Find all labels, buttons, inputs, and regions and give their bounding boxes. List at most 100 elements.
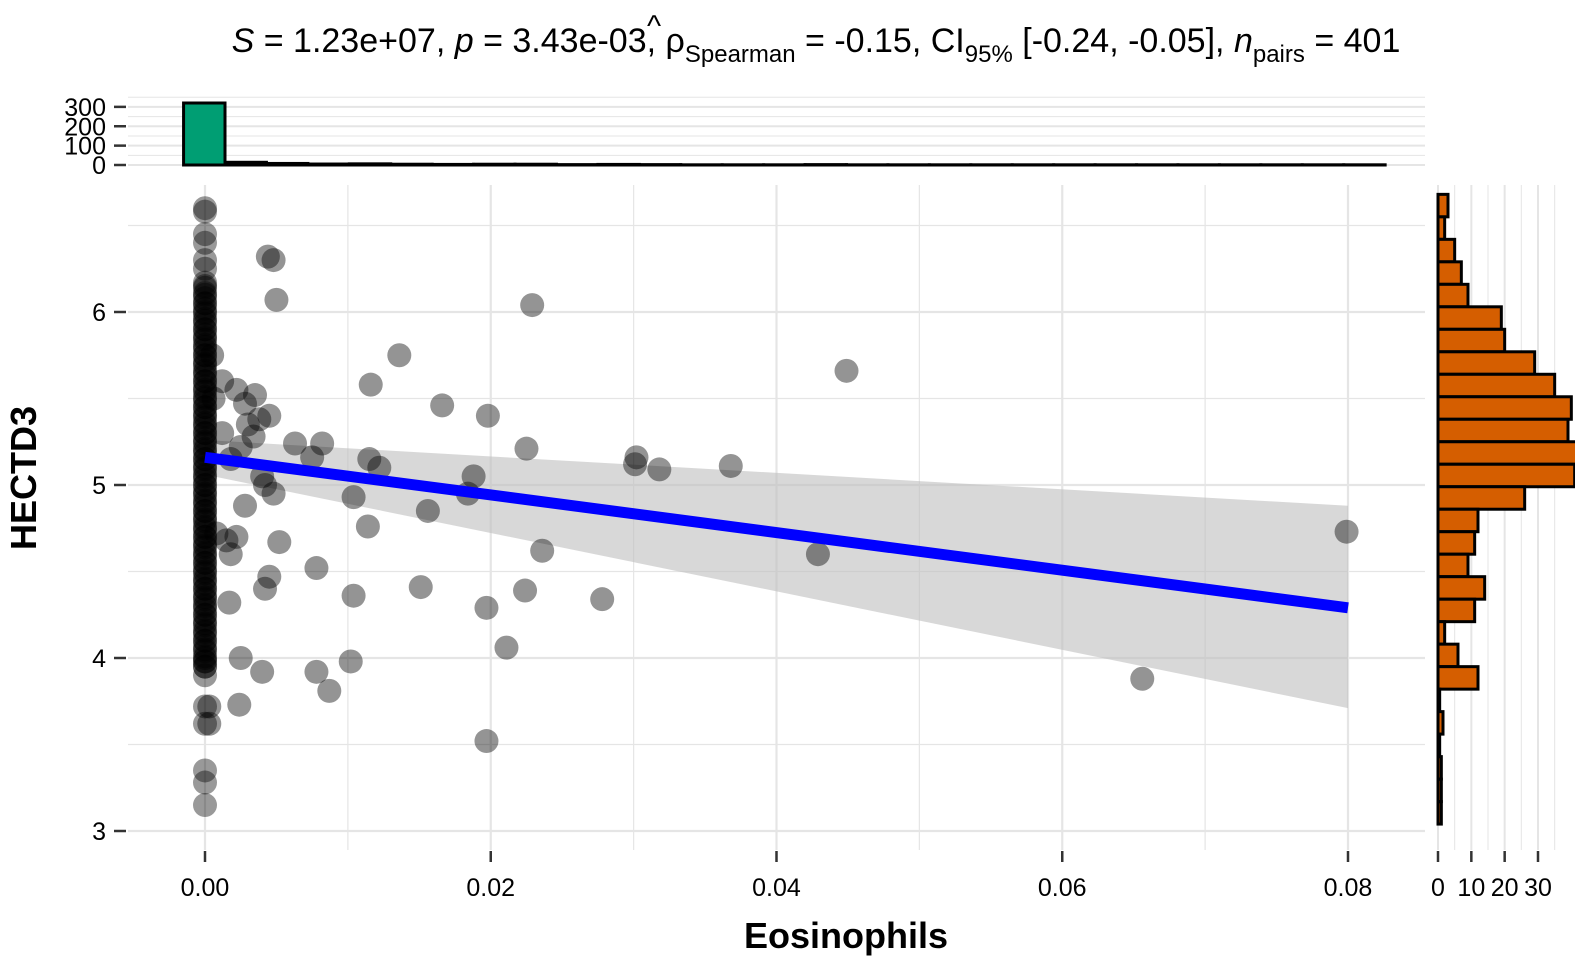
data-point [193,410,217,435]
data-point [494,635,519,660]
data-point [193,711,217,736]
data-point [233,391,258,416]
data-point [193,312,217,337]
stat-n: 401 [1344,22,1401,60]
data-point [201,386,226,411]
data-point [193,533,217,558]
right-hist-bar [1436,530,1477,556]
data-point [338,649,363,674]
right-hist-bar [1436,800,1443,826]
right-hist-bar [1436,192,1450,219]
top-hist-tick-label: 100 [64,133,106,161]
chart-subtitle: S = 1.23e+07, p = 3.43e-03, ρSpearman = … [232,22,1401,68]
data-point [261,248,286,273]
data-point [193,332,217,357]
data-point [193,412,217,437]
top-hist-tick-label: 300 [64,94,106,122]
data-point [193,395,217,420]
data-point [304,659,329,684]
data-point [193,338,217,363]
data-point [193,566,217,591]
data-point [193,369,217,394]
rho-hat-icon: ^ [647,10,661,43]
data-point [193,597,217,622]
data-point [193,274,217,299]
data-point [193,248,217,273]
data-point [513,578,538,603]
data-point [193,400,217,425]
data-point [474,729,499,754]
data-point [193,327,217,352]
data-point [214,528,239,553]
data-point [193,473,217,497]
data-point [193,542,217,567]
data-point [193,291,217,316]
data-point [193,561,217,586]
top-hist-bar [182,101,227,167]
data-point [193,623,217,648]
data-point [193,545,217,570]
data-point [193,343,217,368]
data-point [193,483,217,508]
right-hist-bar [1436,350,1537,376]
data-point [193,286,217,311]
right-hist-tick-label: 30 [1524,874,1552,902]
data-point [430,393,455,418]
right-hist-bar [1436,237,1457,264]
data-point [193,488,217,513]
data-point [475,403,500,428]
x-axis-title: Eosinophils [744,915,948,956]
right-hist-bar [1436,552,1470,579]
data-point [193,620,217,645]
right-hist-tick-label: 0 [1431,874,1445,902]
data-point [253,576,278,601]
data-point [233,493,258,518]
right-hist-bar [1436,372,1557,399]
right-hist-bar [1436,440,1575,466]
data-point [367,455,392,480]
ci-band-polygon [205,440,1348,709]
data-point [415,498,440,523]
right-hist-bar [1436,327,1507,354]
top-marginal-histogram [182,101,1387,167]
data-point [218,542,243,567]
data-point [1130,666,1155,691]
right-hist-bar [1436,777,1443,804]
data-point [193,308,217,333]
data-point [193,291,217,316]
data-point [193,556,217,581]
data-point [193,348,217,373]
right-hist-bar [1436,665,1480,691]
data-point [474,595,499,620]
regression-line [204,451,1349,614]
stat-p: 3.43e-03 [512,22,646,60]
data-point [805,542,830,567]
data-point [358,372,383,397]
data-point [1334,519,1359,544]
data-point [193,306,217,331]
top-hist-bar [389,162,434,167]
data-point [193,462,217,487]
data-point [193,358,217,383]
data-point [193,426,217,451]
data-point [193,199,217,224]
top-histogram-grid [128,96,1425,166]
data-point [193,550,217,575]
data-point [193,585,217,610]
confidence-band [205,440,1348,709]
data-point [193,613,217,638]
data-point [193,646,217,670]
right-hist-bar [1436,305,1503,331]
right-hist-bar [1436,260,1463,286]
right-hist-bar [1436,687,1442,714]
data-point [243,383,268,408]
data-point [193,429,217,454]
data-point [193,637,217,662]
data-point [193,654,217,679]
data-point [193,607,217,632]
data-point [193,230,217,255]
data-point [193,280,217,305]
stat-rho: -0.15 [834,22,912,60]
right-hist-bar [1436,282,1470,309]
data-point [193,509,217,534]
